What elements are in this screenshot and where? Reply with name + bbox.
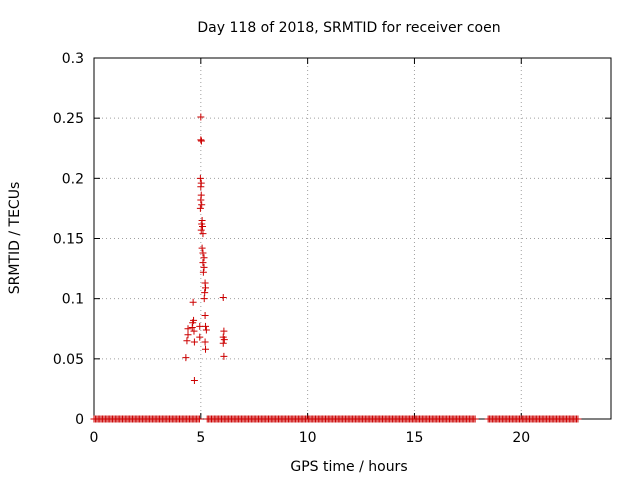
x-tick-label: 15	[406, 430, 424, 446]
data-point-marker	[202, 345, 210, 353]
zero-point-marker	[574, 415, 582, 423]
data-point-marker	[200, 295, 208, 303]
data-point-marker	[197, 183, 205, 191]
data-point-marker	[197, 196, 205, 204]
data-point-marker	[220, 352, 228, 360]
x-axis-label: GPS time / hours	[290, 459, 407, 475]
data-point-marker	[199, 222, 207, 230]
data-point-marker	[202, 284, 210, 292]
x-tick-label: 5	[196, 430, 205, 446]
y-tick-label: 0	[75, 412, 84, 428]
y-tick-label: 0.3	[62, 51, 84, 67]
data-point-marker	[220, 327, 228, 335]
data-point-marker	[190, 316, 198, 324]
data-point-marker	[199, 249, 207, 257]
data-point-marker	[190, 338, 198, 346]
grid-lines	[94, 58, 611, 419]
data-point-marker	[200, 263, 208, 271]
data-point-marker	[198, 244, 206, 252]
data-point-marker	[190, 376, 198, 384]
y-tick-label: 0.05	[53, 352, 84, 368]
data-point-marker	[196, 174, 204, 182]
data-point-marker	[201, 312, 209, 320]
data-point-marker	[183, 337, 191, 345]
x-tick-label: 20	[512, 430, 530, 446]
data-point-marker	[198, 201, 206, 209]
data-point-marker	[197, 226, 205, 234]
y-axis-label: SRMTID / TECUs	[7, 182, 23, 295]
y-tick-label: 0.25	[53, 111, 84, 127]
data-point-marker	[199, 259, 207, 267]
data-point-marker	[196, 204, 204, 212]
plot-frame	[93, 57, 612, 420]
data-point-marker	[219, 339, 227, 347]
data-point-marker	[219, 293, 227, 301]
data-point-marker	[197, 137, 205, 145]
zero-point-marker	[195, 415, 203, 423]
data-point-marker	[182, 354, 190, 362]
zero-point-marker	[471, 415, 479, 423]
data-point-marker	[201, 289, 209, 297]
zero-series	[90, 415, 582, 423]
x-tick-label: 10	[299, 430, 317, 446]
data-point-marker	[202, 326, 210, 334]
data-point-marker	[196, 333, 204, 341]
data-point-marker	[190, 327, 198, 335]
data-point-marker	[200, 254, 208, 262]
data-point-marker	[197, 136, 205, 144]
data-point-marker	[189, 298, 197, 306]
data-point-marker	[202, 322, 210, 330]
data-points	[182, 113, 228, 384]
data-point-marker	[197, 113, 205, 121]
data-point-marker	[201, 338, 209, 346]
data-point-marker	[220, 336, 228, 344]
data-point-marker	[184, 331, 192, 339]
data-point-marker	[184, 325, 192, 333]
y-tick-label: 0.2	[62, 171, 84, 187]
y-tick-label: 0.15	[53, 232, 84, 248]
data-point-marker	[199, 230, 207, 238]
x-tick-label: 0	[90, 430, 99, 446]
data-point-marker	[199, 268, 207, 276]
y-tick-label: 0.1	[62, 292, 84, 308]
axis-ticks: 0 0.05 0.1 0.15 0.2 0.25 0.3 0 5 10 15 20	[53, 51, 611, 446]
chart-title: Day 118 of 2018, SRMTID for receiver coe…	[197, 20, 500, 36]
